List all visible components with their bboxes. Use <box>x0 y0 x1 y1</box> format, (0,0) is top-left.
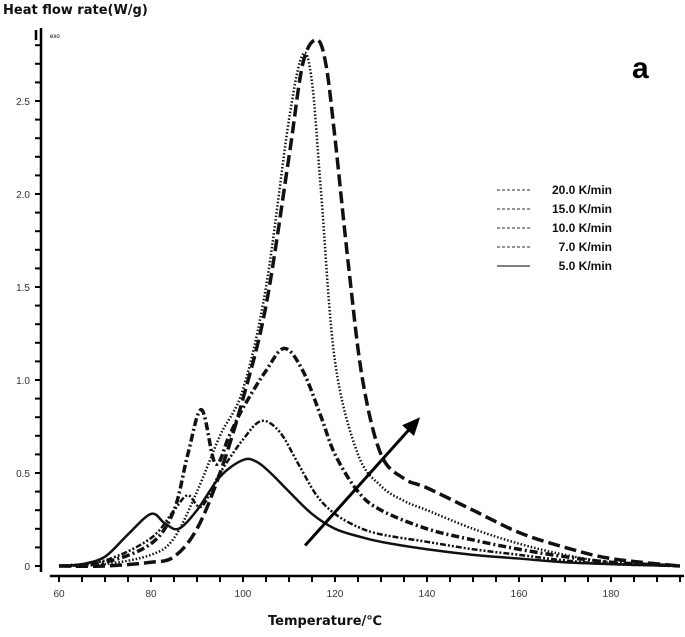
x-tick-label: 60 <box>53 589 65 600</box>
y-axis-label: Heat flow rate(W/g) <box>3 3 148 18</box>
y-tick-label: 1.5 <box>16 283 30 294</box>
x-tick-label: 160 <box>511 589 528 600</box>
x-tick-label: 180 <box>603 589 620 600</box>
series-line-70 <box>58 419 681 568</box>
series-line-150 <box>58 51 681 568</box>
legend-entry: 15.0 K/min <box>552 202 612 216</box>
series-line-100 <box>58 346 681 568</box>
x-tick-label: 120 <box>327 589 344 600</box>
legend-entry: 5.0 K/min <box>559 259 612 273</box>
x-tick-label: 100 <box>235 589 252 600</box>
y-tick-label: 2.5 <box>16 97 30 108</box>
x-tick-label: 80 <box>145 589 157 600</box>
y-tick-label: 2.0 <box>16 190 30 201</box>
legend-entry: 20.0 K/min <box>552 183 612 197</box>
x-tick-label: 140 <box>419 589 436 600</box>
legend-entry: 7.0 K/min <box>559 240 612 254</box>
legend-entry: 10.0 K/min <box>552 221 612 235</box>
arrowhead-icon <box>402 417 421 436</box>
plot-area: 60 80 100 120 140 160 180 0 0.5 1.0 1.5 2.0 2.5 20.0 … <box>16 28 684 600</box>
panel-label: a <box>632 52 649 85</box>
y-tick-label: 1.0 <box>16 376 30 387</box>
y-tick-label: 0.5 <box>16 469 30 480</box>
y-tick-label: 0 <box>24 562 30 573</box>
series-line-200 <box>58 37 681 569</box>
series-line-50 <box>58 457 681 568</box>
exo-label: exo <box>50 34 60 40</box>
trend-arrow <box>303 425 414 547</box>
x-axis-label: Temperature/℃ <box>268 614 382 629</box>
